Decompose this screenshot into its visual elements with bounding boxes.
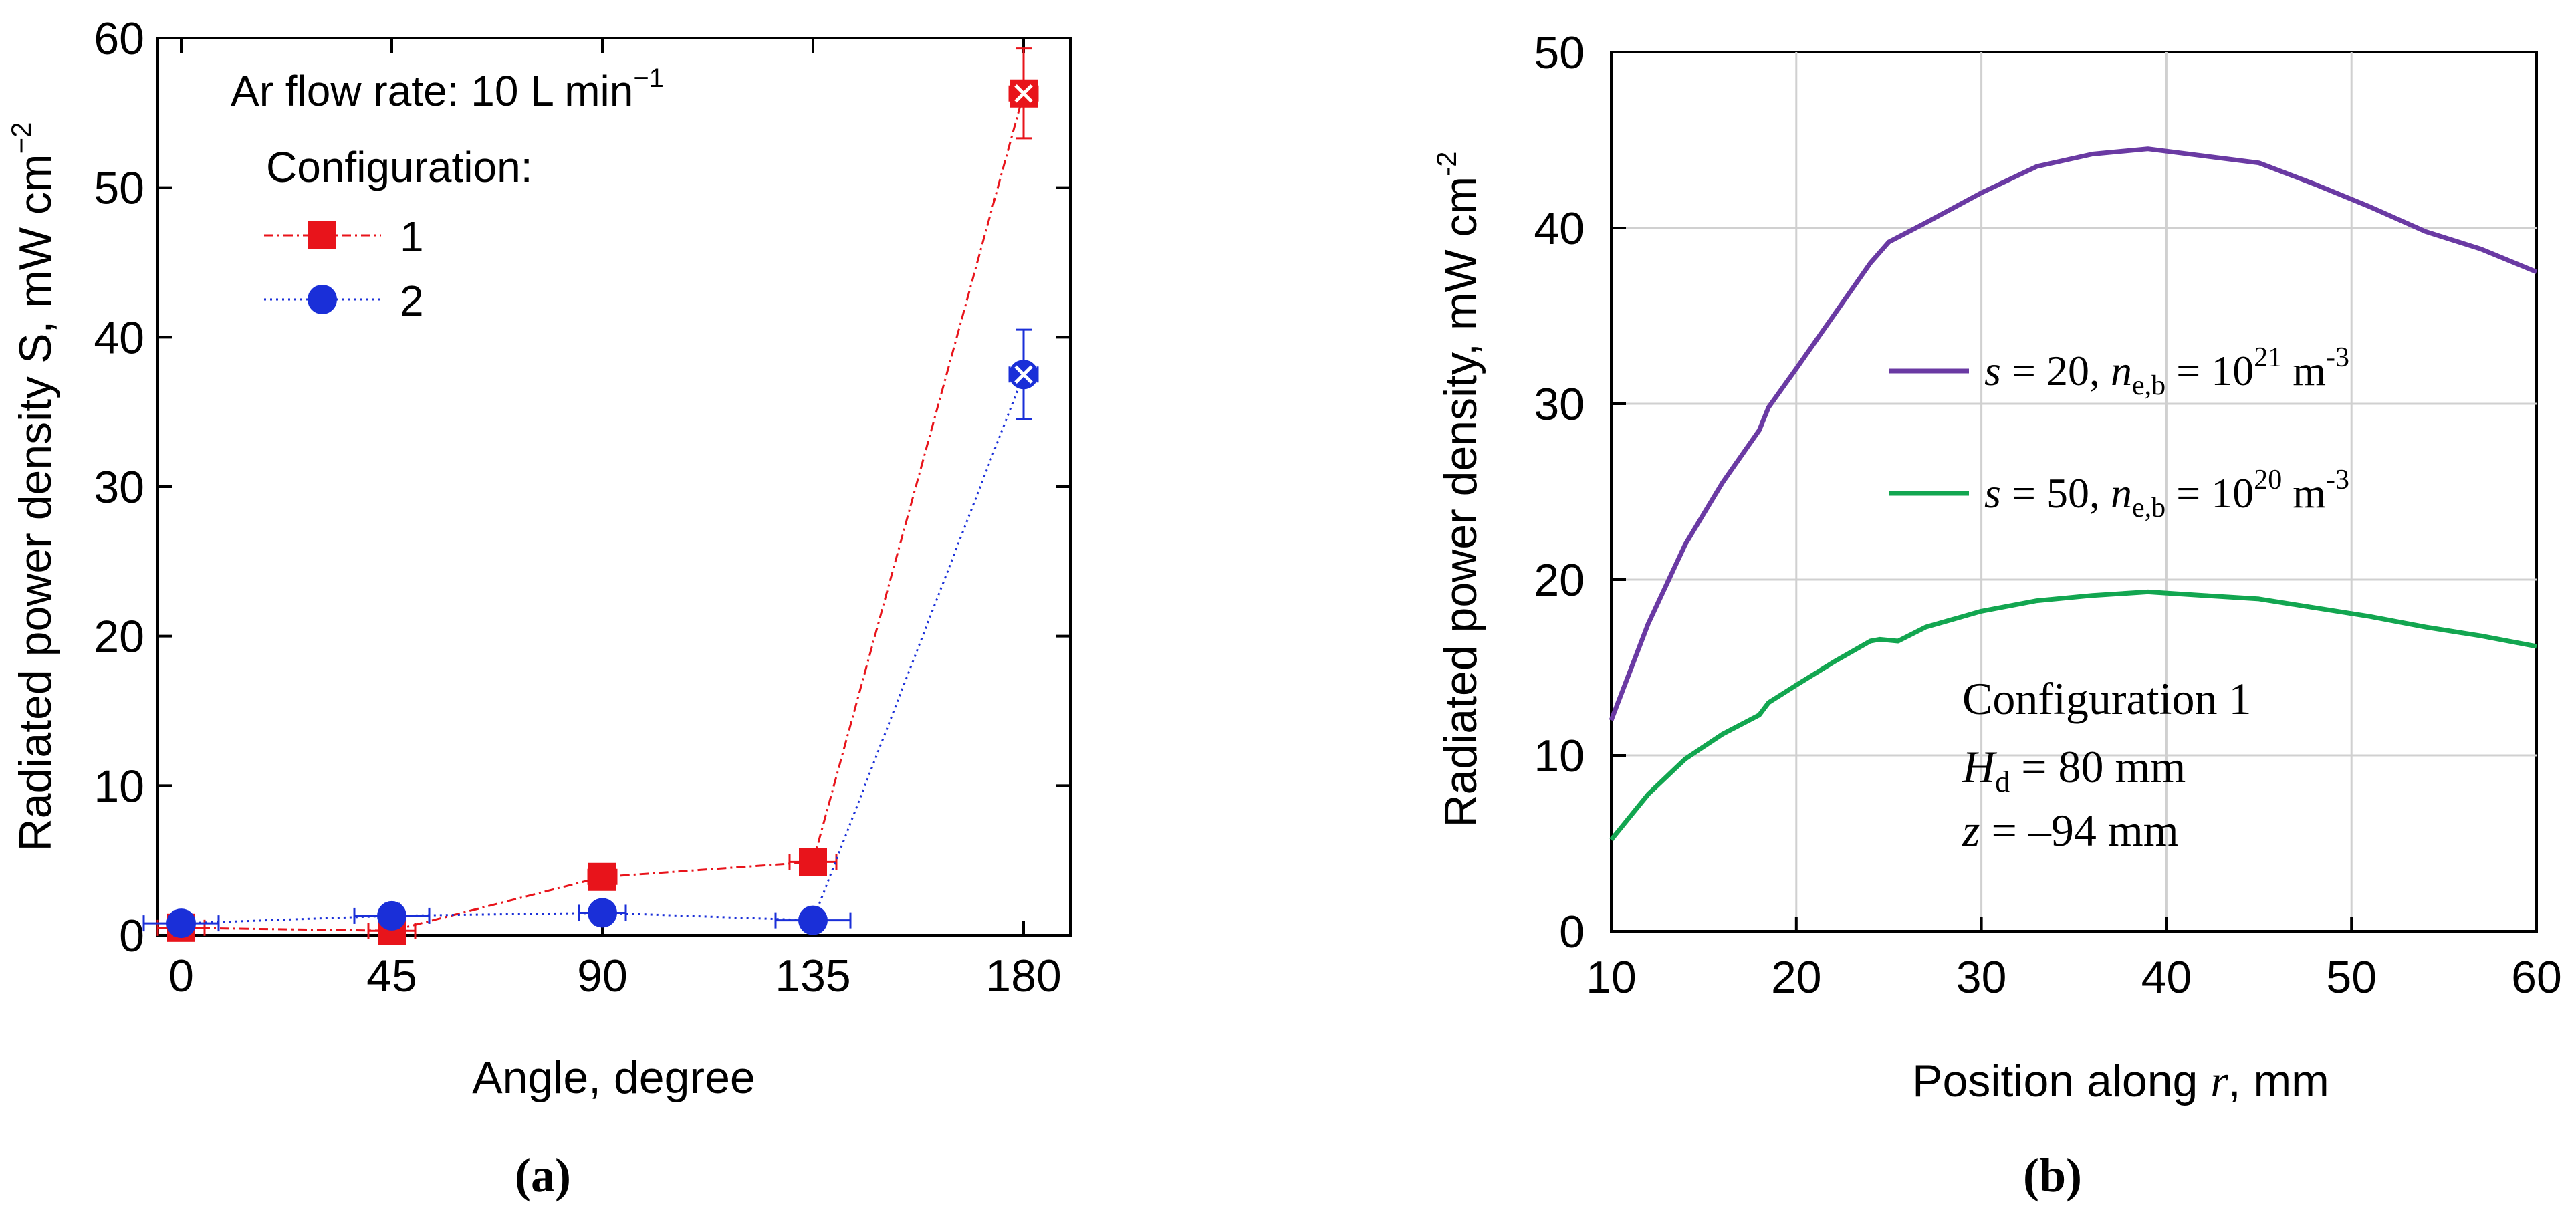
x-tick-label: 40 bbox=[2141, 952, 2192, 1003]
panel-b-plot-frame bbox=[1610, 51, 2538, 933]
point-cross-mark bbox=[1014, 84, 1033, 103]
series-1-point bbox=[799, 848, 827, 876]
y-tick-label: 0 bbox=[119, 911, 144, 961]
series-1-line bbox=[1609, 146, 2538, 721]
legend-swatch-marker bbox=[308, 285, 337, 314]
y-tick-label: 50 bbox=[94, 163, 144, 214]
panel-a-series bbox=[142, 47, 1039, 945]
panel-b-annotation-line-3: z = –94 mm bbox=[1962, 805, 2179, 856]
y-tick-label: 60 bbox=[94, 13, 144, 64]
y-tick-label: 30 bbox=[1534, 379, 1585, 430]
y-tick-label: 0 bbox=[1559, 906, 1585, 957]
x-tick-label: 50 bbox=[2326, 952, 2377, 1003]
legend-label: 2 bbox=[400, 277, 424, 325]
point-cross-mark bbox=[1014, 365, 1033, 384]
x-tick-label: 45 bbox=[366, 951, 417, 1001]
y-tick-label: 20 bbox=[1534, 555, 1585, 606]
series-2-line bbox=[1609, 589, 2537, 842]
x-tick-label: 180 bbox=[985, 951, 1061, 1001]
panel-a-legend-title: Configuration: bbox=[266, 143, 532, 191]
x-tick-label: 20 bbox=[1771, 952, 1822, 1003]
x-tick-label: 30 bbox=[1956, 952, 2007, 1003]
y-tick-label: 20 bbox=[94, 612, 144, 662]
panel-b-series bbox=[1609, 146, 2538, 842]
panel-b-legend: s = 20, ne,b = 1021 m-3 s = 50, ne,b = 1… bbox=[1889, 342, 2349, 523]
panel-a-annotation: Ar flow rate: 10 L min−1 bbox=[231, 64, 664, 115]
panel-a-ticks: 0 10 20 30 40 50 60 0 45 90 135 180 bbox=[94, 13, 1070, 1001]
y-tick-label: 30 bbox=[94, 462, 144, 513]
panel-a-legend: 12 bbox=[264, 213, 424, 325]
x-tick-label: 135 bbox=[775, 951, 850, 1001]
x-tick-label: 10 bbox=[1586, 952, 1637, 1003]
x-tick-label: 60 bbox=[2511, 952, 2562, 1003]
y-tick-label: 10 bbox=[1534, 731, 1585, 781]
panel-a-caption: (a) bbox=[515, 1148, 571, 1202]
panel-b-annotation-line-1: Configuration 1 bbox=[1962, 673, 2252, 724]
panel-b-caption: (b) bbox=[2023, 1148, 2082, 1202]
y-tick-label: 10 bbox=[94, 761, 144, 812]
panel-a: 0 10 20 30 40 50 60 0 45 90 135 180 Ar flow rate: 1… bbox=[5, 13, 1072, 1202]
x-tick-label: 0 bbox=[168, 951, 194, 1001]
x-tick-label: 90 bbox=[577, 951, 628, 1001]
panel-a-y-axis-label: Radiated power density S, mW cm−2 bbox=[5, 122, 61, 852]
legend-label: 1 bbox=[400, 213, 424, 261]
panel-b-x-axis-label: Position along r, mm bbox=[1912, 1056, 2329, 1106]
series-1-line bbox=[181, 93, 1025, 932]
series-2-point bbox=[588, 898, 617, 928]
series-1-point bbox=[588, 862, 616, 891]
series-2-point bbox=[377, 900, 406, 931]
panel-b-legend-label-2: s = 50, ne,b = 1020 m-3 bbox=[1984, 465, 2349, 523]
panel-b-annotation: Configuration 1 Hd = 80 mm z = –94 mm bbox=[1962, 673, 2252, 856]
series-2-point bbox=[798, 905, 828, 935]
y-tick-label: 50 bbox=[1534, 27, 1585, 78]
panel-b-legend-label-1: s = 20, ne,b = 1021 m-3 bbox=[1984, 342, 2349, 401]
y-tick-label: 40 bbox=[1534, 203, 1585, 254]
legend-swatch-marker bbox=[308, 221, 336, 249]
panel-b-annotation-line-2: Hd = 80 mm bbox=[1962, 741, 2186, 798]
panel-b-y-axis-label: Radiated power density, mW cm-2 bbox=[1431, 151, 1486, 827]
panel-a-x-axis-label: Angle, degree bbox=[472, 1052, 755, 1103]
series-2-line bbox=[181, 374, 1025, 925]
series-2-point bbox=[166, 908, 196, 939]
y-tick-label: 40 bbox=[94, 312, 144, 363]
